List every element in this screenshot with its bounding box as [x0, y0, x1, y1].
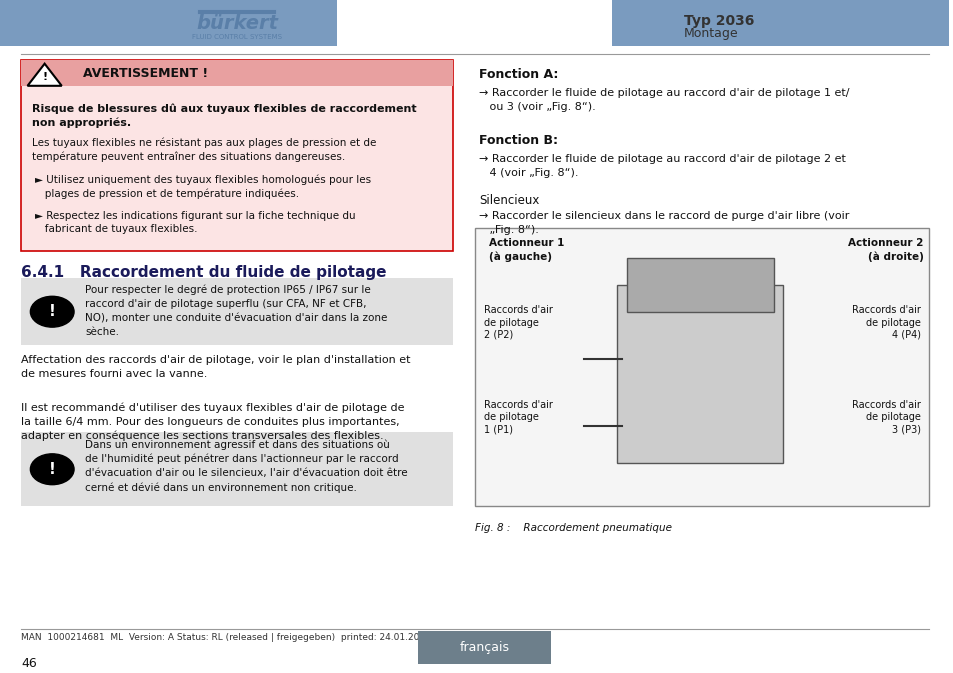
- Text: Raccords d'air
de pilotage
4 (P4): Raccords d'air de pilotage 4 (P4): [851, 305, 920, 340]
- Text: Actionneur 2
(à droite): Actionneur 2 (à droite): [847, 238, 923, 262]
- Bar: [626, 258, 773, 312]
- Text: → Raccorder le fluide de pilotage au raccord d'air de pilotage 1 et/
   ou 3 (vo: → Raccorder le fluide de pilotage au rac…: [479, 88, 849, 112]
- Text: Raccords d'air
de pilotage
3 (P3): Raccords d'air de pilotage 3 (P3): [851, 400, 920, 435]
- Text: → Raccorder le silencieux dans le raccord de purge d'air libre (voir
   „Fig. 8“: → Raccorder le silencieux dans le raccor…: [479, 211, 849, 235]
- Circle shape: [30, 296, 74, 327]
- Text: Dans un environnement agressif et dans des situations où
de l'humidité peut péné: Dans un environnement agressif et dans d…: [86, 439, 408, 493]
- Text: 6.4.1   Raccordement du fluide de pilotage: 6.4.1 Raccordement du fluide de pilotage: [21, 264, 386, 280]
- Text: Fonction A:: Fonction A:: [479, 69, 558, 81]
- Text: français: français: [458, 641, 509, 654]
- Bar: [21, 61, 453, 252]
- Text: → Raccorder le fluide de pilotage au raccord d'air de pilotage 2 et
   4 (voir „: → Raccorder le fluide de pilotage au rac…: [479, 154, 845, 178]
- Text: Silencieux: Silencieux: [479, 194, 539, 207]
- Text: Typ 2036: Typ 2036: [683, 14, 753, 28]
- Text: Raccords d'air
de pilotage
1 (P1): Raccords d'air de pilotage 1 (P1): [484, 400, 553, 435]
- Text: 46: 46: [21, 657, 36, 670]
- Bar: [617, 285, 782, 462]
- Text: Risque de blessures dû aux tuyaux flexibles de raccordement
non appropriés.: Risque de blessures dû aux tuyaux flexib…: [32, 104, 416, 129]
- Bar: [475, 228, 927, 506]
- Bar: [417, 631, 550, 664]
- Text: AVERTISSEMENT !: AVERTISSEMENT !: [83, 67, 208, 79]
- Text: ► Utilisez uniquement des tuyaux flexibles homologués pour les
   plages de pres: ► Utilisez uniquement des tuyaux flexibl…: [35, 174, 371, 199]
- Bar: [21, 61, 453, 85]
- Bar: [0, 0, 336, 46]
- Text: ► Respectez les indications figurant sur la fiche technique du
   fabricant de t: ► Respectez les indications figurant sur…: [35, 211, 355, 234]
- Text: Fonction B:: Fonction B:: [479, 134, 558, 147]
- Text: !: !: [42, 72, 47, 82]
- Bar: [21, 278, 453, 345]
- Text: bürkert: bürkert: [196, 14, 278, 33]
- Text: Actionneur 1
(à gauche): Actionneur 1 (à gauche): [489, 238, 564, 262]
- Bar: [612, 0, 948, 46]
- Text: FLUID CONTROL SYSTEMS: FLUID CONTROL SYSTEMS: [193, 34, 282, 40]
- Text: Affectation des raccords d'air de pilotage, voir le plan d'installation et
de me: Affectation des raccords d'air de pilota…: [21, 355, 410, 380]
- Text: Les tuyaux flexibles ne résistant pas aux plages de pression et de
température p: Les tuyaux flexibles ne résistant pas au…: [32, 137, 376, 162]
- Circle shape: [30, 454, 74, 485]
- Text: Pour respecter le degré de protection IP65 / IP67 sur le
raccord d'air de pilota: Pour respecter le degré de protection IP…: [86, 285, 388, 337]
- Text: !: !: [49, 462, 55, 476]
- Text: MAN  1000214681  ML  Version: A Status: RL (released | freigegeben)  printed: 24: MAN 1000214681 ML Version: A Status: RL …: [21, 633, 430, 643]
- Text: Fig. 8 :    Raccordement pneumatique: Fig. 8 : Raccordement pneumatique: [475, 523, 671, 533]
- Text: Raccords d'air
de pilotage
2 (P2): Raccords d'air de pilotage 2 (P2): [484, 305, 553, 340]
- Polygon shape: [28, 64, 62, 85]
- Text: Montage: Montage: [683, 27, 738, 40]
- Text: !: !: [49, 304, 55, 319]
- Text: Il est recommandé d'utiliser des tuyaux flexibles d'air de pilotage de
la taille: Il est recommandé d'utiliser des tuyaux …: [21, 402, 404, 441]
- Bar: [21, 432, 453, 506]
